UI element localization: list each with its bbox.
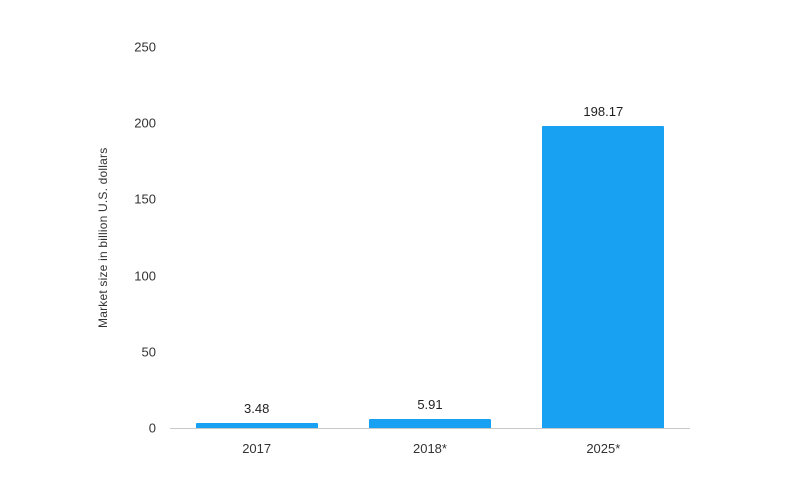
bar xyxy=(542,126,665,428)
y-tick-label: 200 xyxy=(134,115,156,131)
bar-slot: 3.48 2017 xyxy=(170,47,343,456)
y-axis-title: Market size in billion U.S. dollars xyxy=(96,147,110,328)
bar xyxy=(195,422,318,428)
bar-slot: 5.91 2018* xyxy=(343,47,516,456)
x-axis-category-label: 2017 xyxy=(242,441,272,456)
y-tick-label: 100 xyxy=(134,268,156,284)
bar-value-label: 198.17 xyxy=(583,104,624,119)
bar xyxy=(368,419,491,428)
y-tick-label: 150 xyxy=(134,191,156,207)
bar-value-label: 5.91 xyxy=(417,397,443,412)
y-tick-label: 0 xyxy=(148,420,156,436)
y-axis-tick-labels: 0 50 100 150 200 250 xyxy=(110,40,156,436)
plot-area: 3.48 2017 5.91 2018* 198.17 2025* xyxy=(170,47,690,456)
bar-slot: 198.17 2025* xyxy=(517,47,690,456)
x-axis-category-label: 2018* xyxy=(412,441,447,456)
bar-series: 3.48 2017 5.91 2018* 198.17 2025* xyxy=(170,47,690,456)
bar-value-label: 3.48 xyxy=(244,400,270,416)
x-axis-category-label: 2025* xyxy=(586,441,621,456)
y-tick-label: 250 xyxy=(134,39,156,55)
y-tick-label: 50 xyxy=(141,344,156,360)
